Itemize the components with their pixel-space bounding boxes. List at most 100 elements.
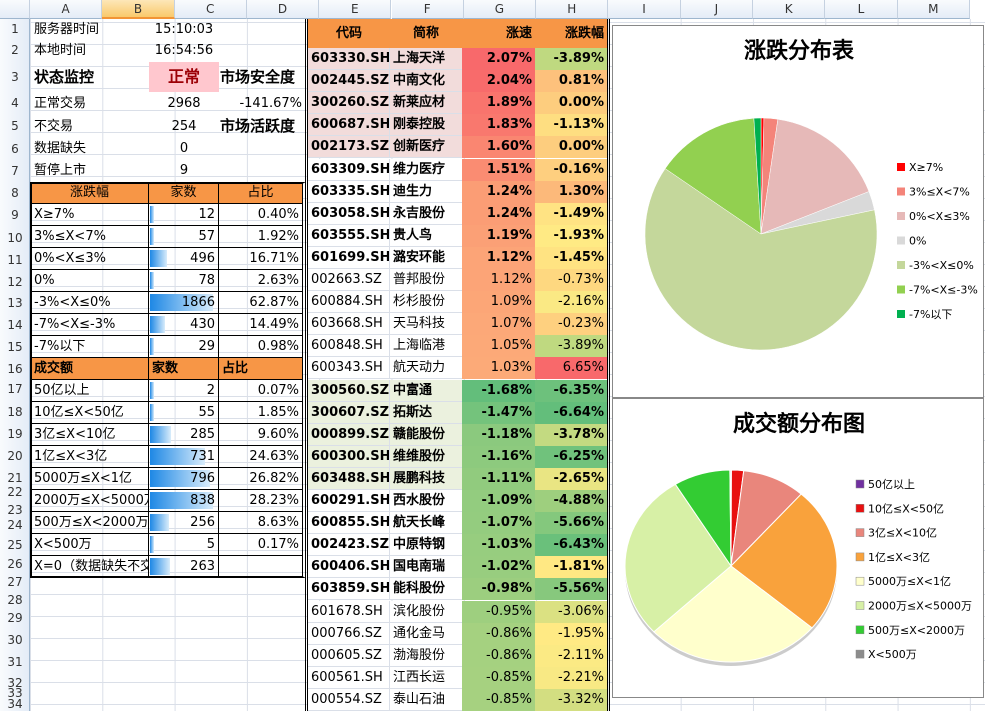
stock-change[interactable]: -1.81%: [535, 556, 607, 578]
stock-code[interactable]: 600848.SH: [308, 335, 390, 357]
stock-change[interactable]: -3.78%: [535, 424, 607, 446]
stock-code[interactable]: 603335.SH: [308, 181, 390, 203]
info-label[interactable]: 服务器时间: [31, 19, 149, 40]
stock-change[interactable]: -1.13%: [535, 114, 607, 136]
stock-header[interactable]: 涨跌幅: [535, 19, 607, 48]
row-header-34[interactable]: 34: [0, 696, 30, 712]
info-value[interactable]: 2968: [149, 92, 219, 115]
stock-code[interactable]: 601678.SH: [308, 601, 390, 623]
stock-code[interactable]: 600406.SH: [308, 556, 390, 578]
section-label[interactable]: 市场活跃度: [219, 115, 305, 138]
turnover_table-label[interactable]: 3亿≤X<10亿: [31, 424, 149, 446]
turnover_table-percent[interactable]: 1.85%: [219, 402, 303, 424]
stock-speed[interactable]: 1.60%: [462, 136, 535, 158]
row-header-29[interactable]: 29: [0, 610, 30, 626]
turnover_table-percent[interactable]: 0.17%: [219, 534, 303, 556]
column-header-D[interactable]: D: [247, 0, 319, 19]
info-extra[interactable]: [219, 160, 305, 182]
column-header-H[interactable]: H: [536, 0, 608, 19]
stock-code[interactable]: 000554.SZ: [308, 689, 390, 711]
row-header-31[interactable]: 31: [0, 654, 30, 670]
turnover_table-header[interactable]: 成交额: [31, 358, 149, 380]
stock-code[interactable]: 603488.SH: [308, 468, 390, 490]
change_table-count[interactable]: 57: [149, 226, 219, 248]
change_table-percent[interactable]: 0.98%: [219, 336, 303, 358]
row-header-11[interactable]: 11: [0, 252, 30, 268]
change_table-label[interactable]: 3%≤X<7%: [31, 226, 149, 248]
column-header-M[interactable]: M: [898, 0, 970, 19]
info-label[interactable]: 不交易: [31, 115, 149, 138]
turnover_table-count[interactable]: 5: [149, 534, 219, 556]
info-label[interactable]: 正常交易: [31, 92, 149, 115]
change_table-header[interactable]: 涨跌幅: [31, 182, 149, 204]
stock-name[interactable]: 西水股份: [390, 490, 462, 512]
turnover_table-count[interactable]: 285: [149, 424, 219, 446]
info-extra[interactable]: -141.67%: [219, 92, 305, 115]
stock-speed[interactable]: 1.09%: [462, 291, 535, 313]
stock-speed[interactable]: 1.19%: [462, 225, 535, 247]
turnover_table-label[interactable]: 500万≤X<2000万: [31, 512, 149, 534]
stock-name[interactable]: 天马科技: [390, 313, 462, 335]
change_table-label[interactable]: 0%: [31, 270, 149, 292]
row-header-9[interactable]: 9: [0, 207, 30, 223]
stock-code[interactable]: 603668.SH: [308, 313, 390, 335]
stock-change[interactable]: -1.49%: [535, 203, 607, 225]
stock-speed[interactable]: 1.05%: [462, 335, 535, 357]
row-header-5[interactable]: 5: [0, 118, 30, 134]
stock-speed[interactable]: -1.18%: [462, 424, 535, 446]
info-value[interactable]: 0: [149, 138, 219, 160]
stock-name[interactable]: 刚泰控股: [390, 114, 462, 136]
row-header-28[interactable]: 28: [0, 592, 30, 608]
row-header-19[interactable]: 19: [0, 426, 30, 442]
stock-name[interactable]: 维维股份: [390, 446, 462, 468]
change_table-percent[interactable]: 62.87%: [219, 292, 303, 314]
stock-speed[interactable]: -1.47%: [462, 402, 535, 424]
stock-name[interactable]: 维力医疗: [390, 159, 462, 181]
turnover_table-percent[interactable]: [219, 556, 303, 578]
turnover_table-count[interactable]: 256: [149, 512, 219, 534]
stock-name[interactable]: 上海天洋: [390, 48, 462, 70]
stock-name[interactable]: 航天动力: [390, 357, 462, 379]
stock-speed[interactable]: -1.11%: [462, 468, 535, 490]
stock-name[interactable]: 拓斯达: [390, 402, 462, 424]
stock-name[interactable]: 航天长峰: [390, 512, 462, 534]
row-header-8[interactable]: 8: [0, 185, 30, 201]
stock-speed[interactable]: -0.86%: [462, 645, 535, 667]
change_table-percent[interactable]: 16.71%: [219, 248, 303, 270]
row-header-1[interactable]: 1: [0, 21, 30, 37]
stock-speed[interactable]: 1.83%: [462, 114, 535, 136]
stock-change[interactable]: 6.65%: [535, 357, 607, 379]
stock-name[interactable]: 赣能股份: [390, 424, 462, 446]
change_table-count[interactable]: 29: [149, 336, 219, 358]
row-header-10[interactable]: 10: [0, 230, 30, 246]
turnover_table-percent[interactable]: 0.07%: [219, 380, 303, 402]
stock-speed[interactable]: 1.03%: [462, 357, 535, 379]
row-header-12[interactable]: 12: [0, 274, 30, 290]
stock-speed[interactable]: 2.04%: [462, 70, 535, 92]
change_table-count[interactable]: 12: [149, 204, 219, 226]
stock-name[interactable]: 贵人鸟: [390, 225, 462, 247]
stock-code[interactable]: 002423.SZ: [308, 534, 390, 556]
stock-name[interactable]: 中南文化: [390, 70, 462, 92]
turnover_table-label[interactable]: 5000万≤X<1亿: [31, 468, 149, 490]
change_table-percent[interactable]: 1.92%: [219, 226, 303, 248]
stock-speed[interactable]: -0.98%: [462, 578, 535, 600]
change_table-label[interactable]: -7%<X≤-3%: [31, 314, 149, 336]
turnover_table-label[interactable]: X=0（数据缺失不交易）: [31, 556, 149, 578]
change_table-percent[interactable]: 14.49%: [219, 314, 303, 336]
stock-change[interactable]: -6.64%: [535, 402, 607, 424]
info-value[interactable]: 254: [149, 115, 219, 138]
turnover_table-label[interactable]: 10亿≤X<50亿: [31, 402, 149, 424]
row-header-16[interactable]: 16: [0, 361, 30, 377]
change_table-label[interactable]: X≥7%: [31, 204, 149, 226]
info-extra[interactable]: [219, 19, 305, 40]
stock-speed[interactable]: 1.24%: [462, 203, 535, 225]
column-header-F[interactable]: F: [392, 0, 464, 19]
change_table-header[interactable]: 家数: [149, 182, 219, 204]
stock-change[interactable]: -2.11%: [535, 645, 607, 667]
stock-code[interactable]: 603309.SH: [308, 159, 390, 181]
stock-name[interactable]: 江西长运: [390, 667, 462, 689]
stock-change[interactable]: -5.66%: [535, 512, 607, 534]
stock-change[interactable]: -4.88%: [535, 490, 607, 512]
